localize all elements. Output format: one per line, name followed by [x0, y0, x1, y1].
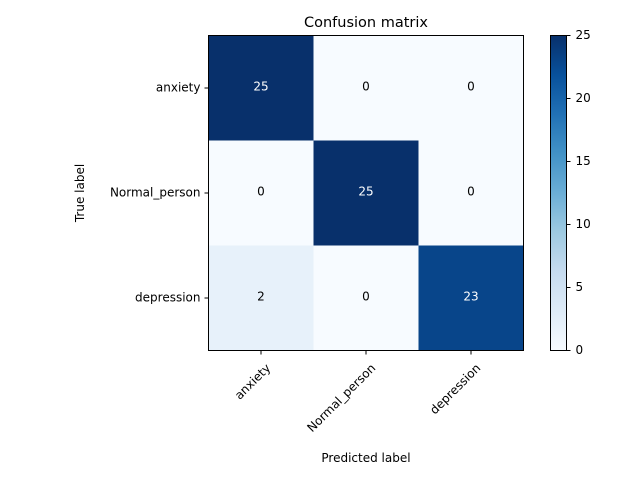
- heatmap-cell-labels: 25 0 0 0 25 0 2 0 23: [253, 80, 478, 304]
- x-axis-label: Predicted label: [321, 451, 410, 465]
- heatmap-cell: [313, 35, 419, 141]
- cell-value-label: 0: [467, 80, 475, 94]
- y-tick-label: anxiety: [156, 81, 201, 95]
- colorbar-tick-label: 20: [576, 91, 591, 105]
- x-axis-ticks: anxiety Normal_person depression: [232, 350, 483, 435]
- cell-value-label: 0: [362, 80, 370, 94]
- heatmap-cell: [208, 245, 314, 351]
- colorbar-ticks: 0 5 10 15 20 25: [566, 28, 591, 357]
- colorbar: [550, 35, 567, 351]
- colorbar-tick-label: 10: [576, 217, 591, 231]
- heatmap-cell: [208, 140, 314, 246]
- cell-value-label: 2: [257, 290, 265, 304]
- x-tick-label: anxiety: [232, 361, 273, 402]
- x-tick-label: Normal_person: [304, 361, 378, 435]
- y-tick-label: depression: [135, 291, 200, 305]
- cell-value-label: 23: [463, 290, 478, 304]
- heatmap-cell: [313, 245, 419, 351]
- cell-value-label: 0: [362, 290, 370, 304]
- y-axis-ticks: anxiety Normal_person depression: [110, 81, 209, 305]
- colorbar-tick-label: 0: [576, 343, 584, 357]
- colorbar-tick-label: 25: [576, 28, 591, 42]
- heatmap-cell: [418, 35, 524, 141]
- cell-value-label: 25: [358, 185, 373, 199]
- x-tick-label: depression: [427, 361, 483, 417]
- cell-value-label: 0: [257, 185, 265, 199]
- heatmap-cell: [418, 140, 524, 246]
- y-tick-label: Normal_person: [110, 186, 201, 200]
- chart-title: Confusion matrix: [304, 15, 428, 31]
- heatmap-cells: [208, 35, 524, 351]
- heatmap-cell: [418, 245, 524, 351]
- y-axis-label: True label: [73, 164, 87, 223]
- heatmap-cell: [313, 140, 419, 246]
- cell-value-label: 25: [253, 80, 268, 94]
- cell-value-label: 0: [467, 185, 475, 199]
- heatmap-cell: [208, 35, 314, 141]
- colorbar-tick-label: 5: [576, 280, 584, 294]
- colorbar-tick-label: 15: [576, 154, 591, 168]
